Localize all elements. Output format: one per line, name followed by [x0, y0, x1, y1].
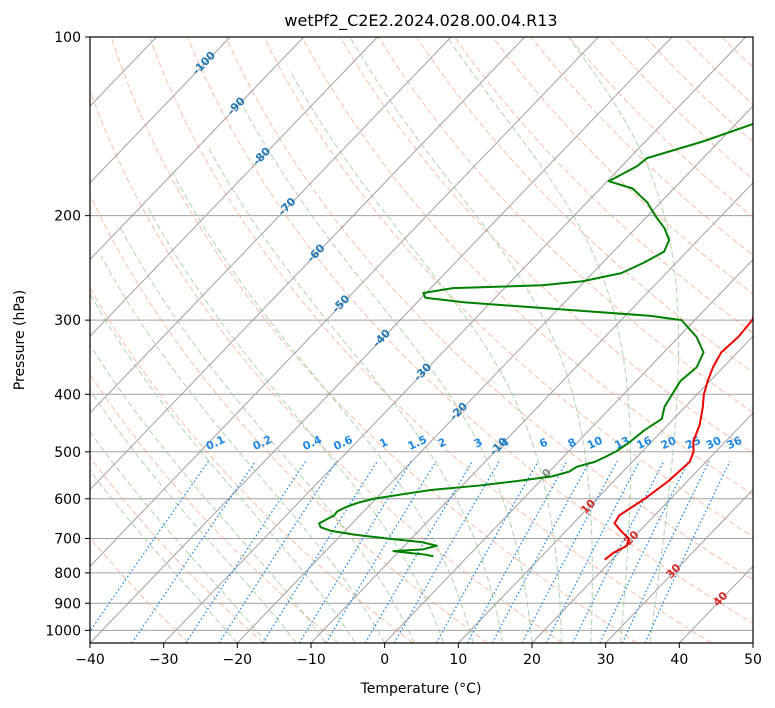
x-tick-label: −10: [296, 652, 326, 668]
x-tick-label: 10: [449, 652, 467, 668]
mixing-ratio-label: 10: [585, 434, 605, 452]
isotherm: [90, 37, 526, 491]
isotherm: [531, 412, 753, 643]
dry-adiabat: [454, 37, 753, 334]
mixing-ratio-line: [185, 460, 307, 643]
moist-adiabat: [120, 227, 415, 643]
chart-title: wetPf2_C2E2.2024.028.00.04.R13: [284, 11, 557, 31]
dry-adiabat: [225, 37, 753, 581]
y-tick-label: 300: [54, 313, 81, 329]
plot-frame: [89, 36, 754, 644]
mixing-ratio-line: [435, 460, 539, 643]
mixing-ratio-line: [599, 460, 690, 643]
mixing-ratio-line: [364, 460, 474, 643]
x-tick-label: −30: [149, 652, 179, 668]
isotherm: [90, 37, 231, 184]
mixing-ratio-label: 30: [704, 434, 724, 452]
moist-adiabat: [90, 430, 268, 643]
dry-adiabat: [90, 88, 563, 643]
dry-adiabat: [90, 537, 190, 643]
isotherm: [310, 182, 753, 643]
dry-adiabat: [492, 37, 753, 295]
moist-adiabat: [567, 37, 680, 643]
axes: −40 −30 −20 −10 0 10 20 30 40 50 1000 900 800 700 600 5…: [45, 30, 762, 668]
mixing-ratio-line: [218, 460, 338, 643]
moist-adiabat: [349, 37, 593, 643]
moist-adiabat: [100, 255, 386, 643]
isotherm: [90, 37, 673, 643]
dry-adiabat: [568, 37, 753, 218]
isotherm: [90, 37, 305, 261]
mixing-ratio-line: [572, 460, 665, 643]
dry-adiabat: [148, 37, 712, 643]
dry-adiabat: [110, 37, 638, 643]
dry-adiabat: [530, 37, 753, 256]
moist-adiabat: [90, 343, 327, 643]
y-tick-label: 600: [54, 492, 81, 508]
dewpoint-line: [318, 122, 753, 558]
moist-adiabat: [147, 207, 445, 643]
moist-adiabat: [241, 104, 533, 643]
mixing-ratio-label: 13: [612, 434, 631, 452]
background-lines: [90, 37, 753, 643]
x-tick-label: 0: [380, 652, 389, 668]
dry-adiabat: [645, 37, 753, 143]
isotherm: [384, 258, 753, 643]
dry-adiabat: [90, 286, 414, 643]
mixing-ratio-line: [131, 460, 257, 643]
y-tick-label: 900: [54, 596, 81, 612]
dry-adiabat: [377, 37, 753, 414]
isotherm: [605, 488, 753, 643]
y-tick-label: 1000: [45, 623, 81, 639]
mixing-ratio-line: [393, 460, 500, 643]
y-tick-label: 400: [54, 387, 81, 403]
isotherm: [236, 105, 753, 643]
y-tick-label: 100: [54, 30, 81, 46]
mixing-ratio-label: 36: [725, 434, 745, 452]
moist-adiabat: [446, 37, 632, 643]
y-tick-label: 200: [54, 209, 81, 225]
x-axis-title: Temperature (°C): [360, 681, 482, 697]
mixing-ratio-line: [466, 460, 568, 643]
y-tick-label: 500: [54, 445, 81, 461]
y-tick-label: 800: [54, 566, 81, 582]
x-tick-label: 50: [744, 652, 762, 668]
moist-adiabat: [208, 148, 504, 643]
dry-adiabat: [416, 37, 753, 374]
isotherm: [90, 37, 599, 568]
x-tick-label: 40: [670, 652, 688, 668]
dry-adiabat: [90, 456, 264, 643]
moist-adiabat: [289, 70, 562, 643]
isotherm: [90, 37, 452, 414]
y-axis-title: Pressure (hPa): [12, 290, 28, 390]
isotherm: [457, 335, 753, 643]
x-tick-label: −40: [75, 652, 105, 668]
dry-adiabat: [90, 193, 488, 643]
moist-adiabat: [90, 469, 238, 643]
moist-adiabat: [90, 292, 356, 643]
moist-adiabat: [172, 173, 474, 643]
x-tick-label: 20: [523, 652, 541, 668]
mixing-ratio-label: 16: [635, 434, 655, 452]
temperature-line: [604, 314, 753, 561]
dry-adiabat: [263, 37, 753, 538]
y-tick-label: 700: [54, 532, 81, 548]
isotherm: [90, 37, 378, 337]
mixing-ratio-label: 20: [659, 434, 679, 452]
x-tick-label: −20: [223, 652, 253, 668]
dry-adiabat: [606, 37, 753, 180]
mixing-ratio-line: [644, 460, 731, 643]
isotherm: [163, 37, 747, 643]
x-tick-label: 30: [597, 652, 615, 668]
mixing-ratio-line: [621, 460, 710, 643]
moist-adiabat: [90, 389, 297, 643]
profile-series: [318, 122, 753, 561]
mixing-ratio-line: [90, 460, 210, 633]
dry-adiabat: [301, 37, 753, 496]
